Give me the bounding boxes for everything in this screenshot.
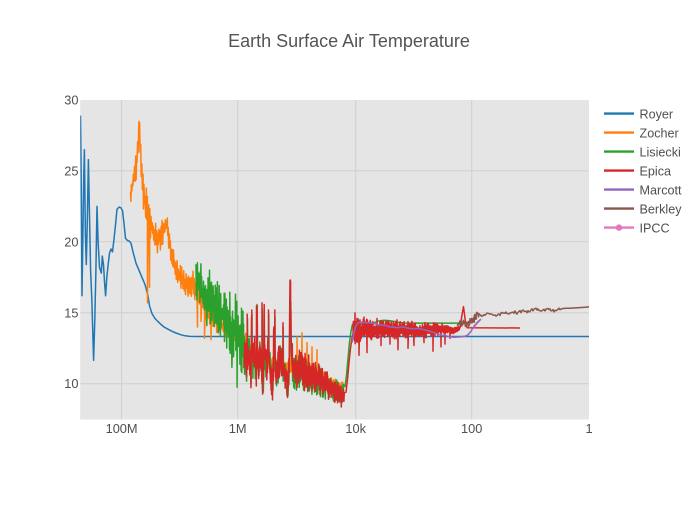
svg-text:1M: 1M bbox=[229, 421, 247, 436]
svg-text:Lisiecki: Lisiecki bbox=[640, 145, 681, 159]
svg-text:1: 1 bbox=[585, 421, 592, 436]
svg-text:30: 30 bbox=[64, 93, 78, 108]
svg-text:25: 25 bbox=[64, 163, 78, 178]
svg-text:100: 100 bbox=[461, 421, 482, 436]
svg-text:Berkley: Berkley bbox=[640, 202, 683, 216]
svg-text:Zocher: Zocher bbox=[640, 126, 679, 140]
svg-text:10: 10 bbox=[64, 376, 78, 391]
svg-text:IPCC: IPCC bbox=[640, 221, 670, 235]
svg-text:Marcott: Marcott bbox=[640, 183, 682, 197]
svg-text:100M: 100M bbox=[106, 421, 138, 436]
svg-text:10k: 10k bbox=[345, 421, 366, 436]
svg-text:Epica: Epica bbox=[640, 164, 672, 178]
svg-text:15: 15 bbox=[64, 305, 78, 320]
svg-text:Royer: Royer bbox=[640, 107, 674, 121]
svg-text:20: 20 bbox=[64, 234, 78, 249]
svg-text:Earth Surface Air Temperature: Earth Surface Air Temperature bbox=[228, 31, 470, 51]
